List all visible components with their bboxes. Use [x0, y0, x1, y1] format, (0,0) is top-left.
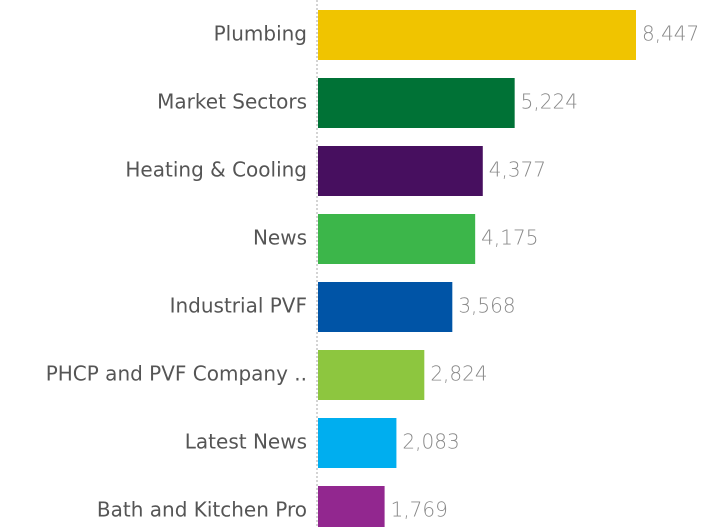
bar	[318, 418, 397, 468]
bar	[318, 282, 453, 332]
category-label: News	[253, 226, 307, 250]
value-label: 2,824	[430, 362, 487, 386]
category-label: Market Sectors	[157, 90, 307, 114]
category-label: Industrial PVF	[170, 294, 307, 318]
value-label: 5,224	[521, 90, 578, 114]
bar	[318, 10, 636, 60]
value-label: 4,377	[489, 158, 546, 182]
category-label: PHCP and PVF Company ..	[46, 362, 307, 386]
bar	[318, 350, 425, 400]
bar	[318, 78, 515, 128]
value-label: 2,083	[402, 430, 459, 454]
value-label: 4,175	[481, 226, 538, 250]
value-label: 1,769	[391, 498, 448, 522]
value-label: 8,447	[642, 22, 699, 46]
value-label: 3,568	[458, 294, 515, 318]
bar	[318, 486, 385, 527]
category-label: Heating & Cooling	[125, 158, 307, 182]
category-label: Bath and Kitchen Pro	[97, 498, 307, 522]
bar	[318, 214, 476, 264]
category-label: Latest News	[185, 430, 307, 454]
bar	[318, 146, 483, 196]
category-label: Plumbing	[214, 22, 307, 46]
